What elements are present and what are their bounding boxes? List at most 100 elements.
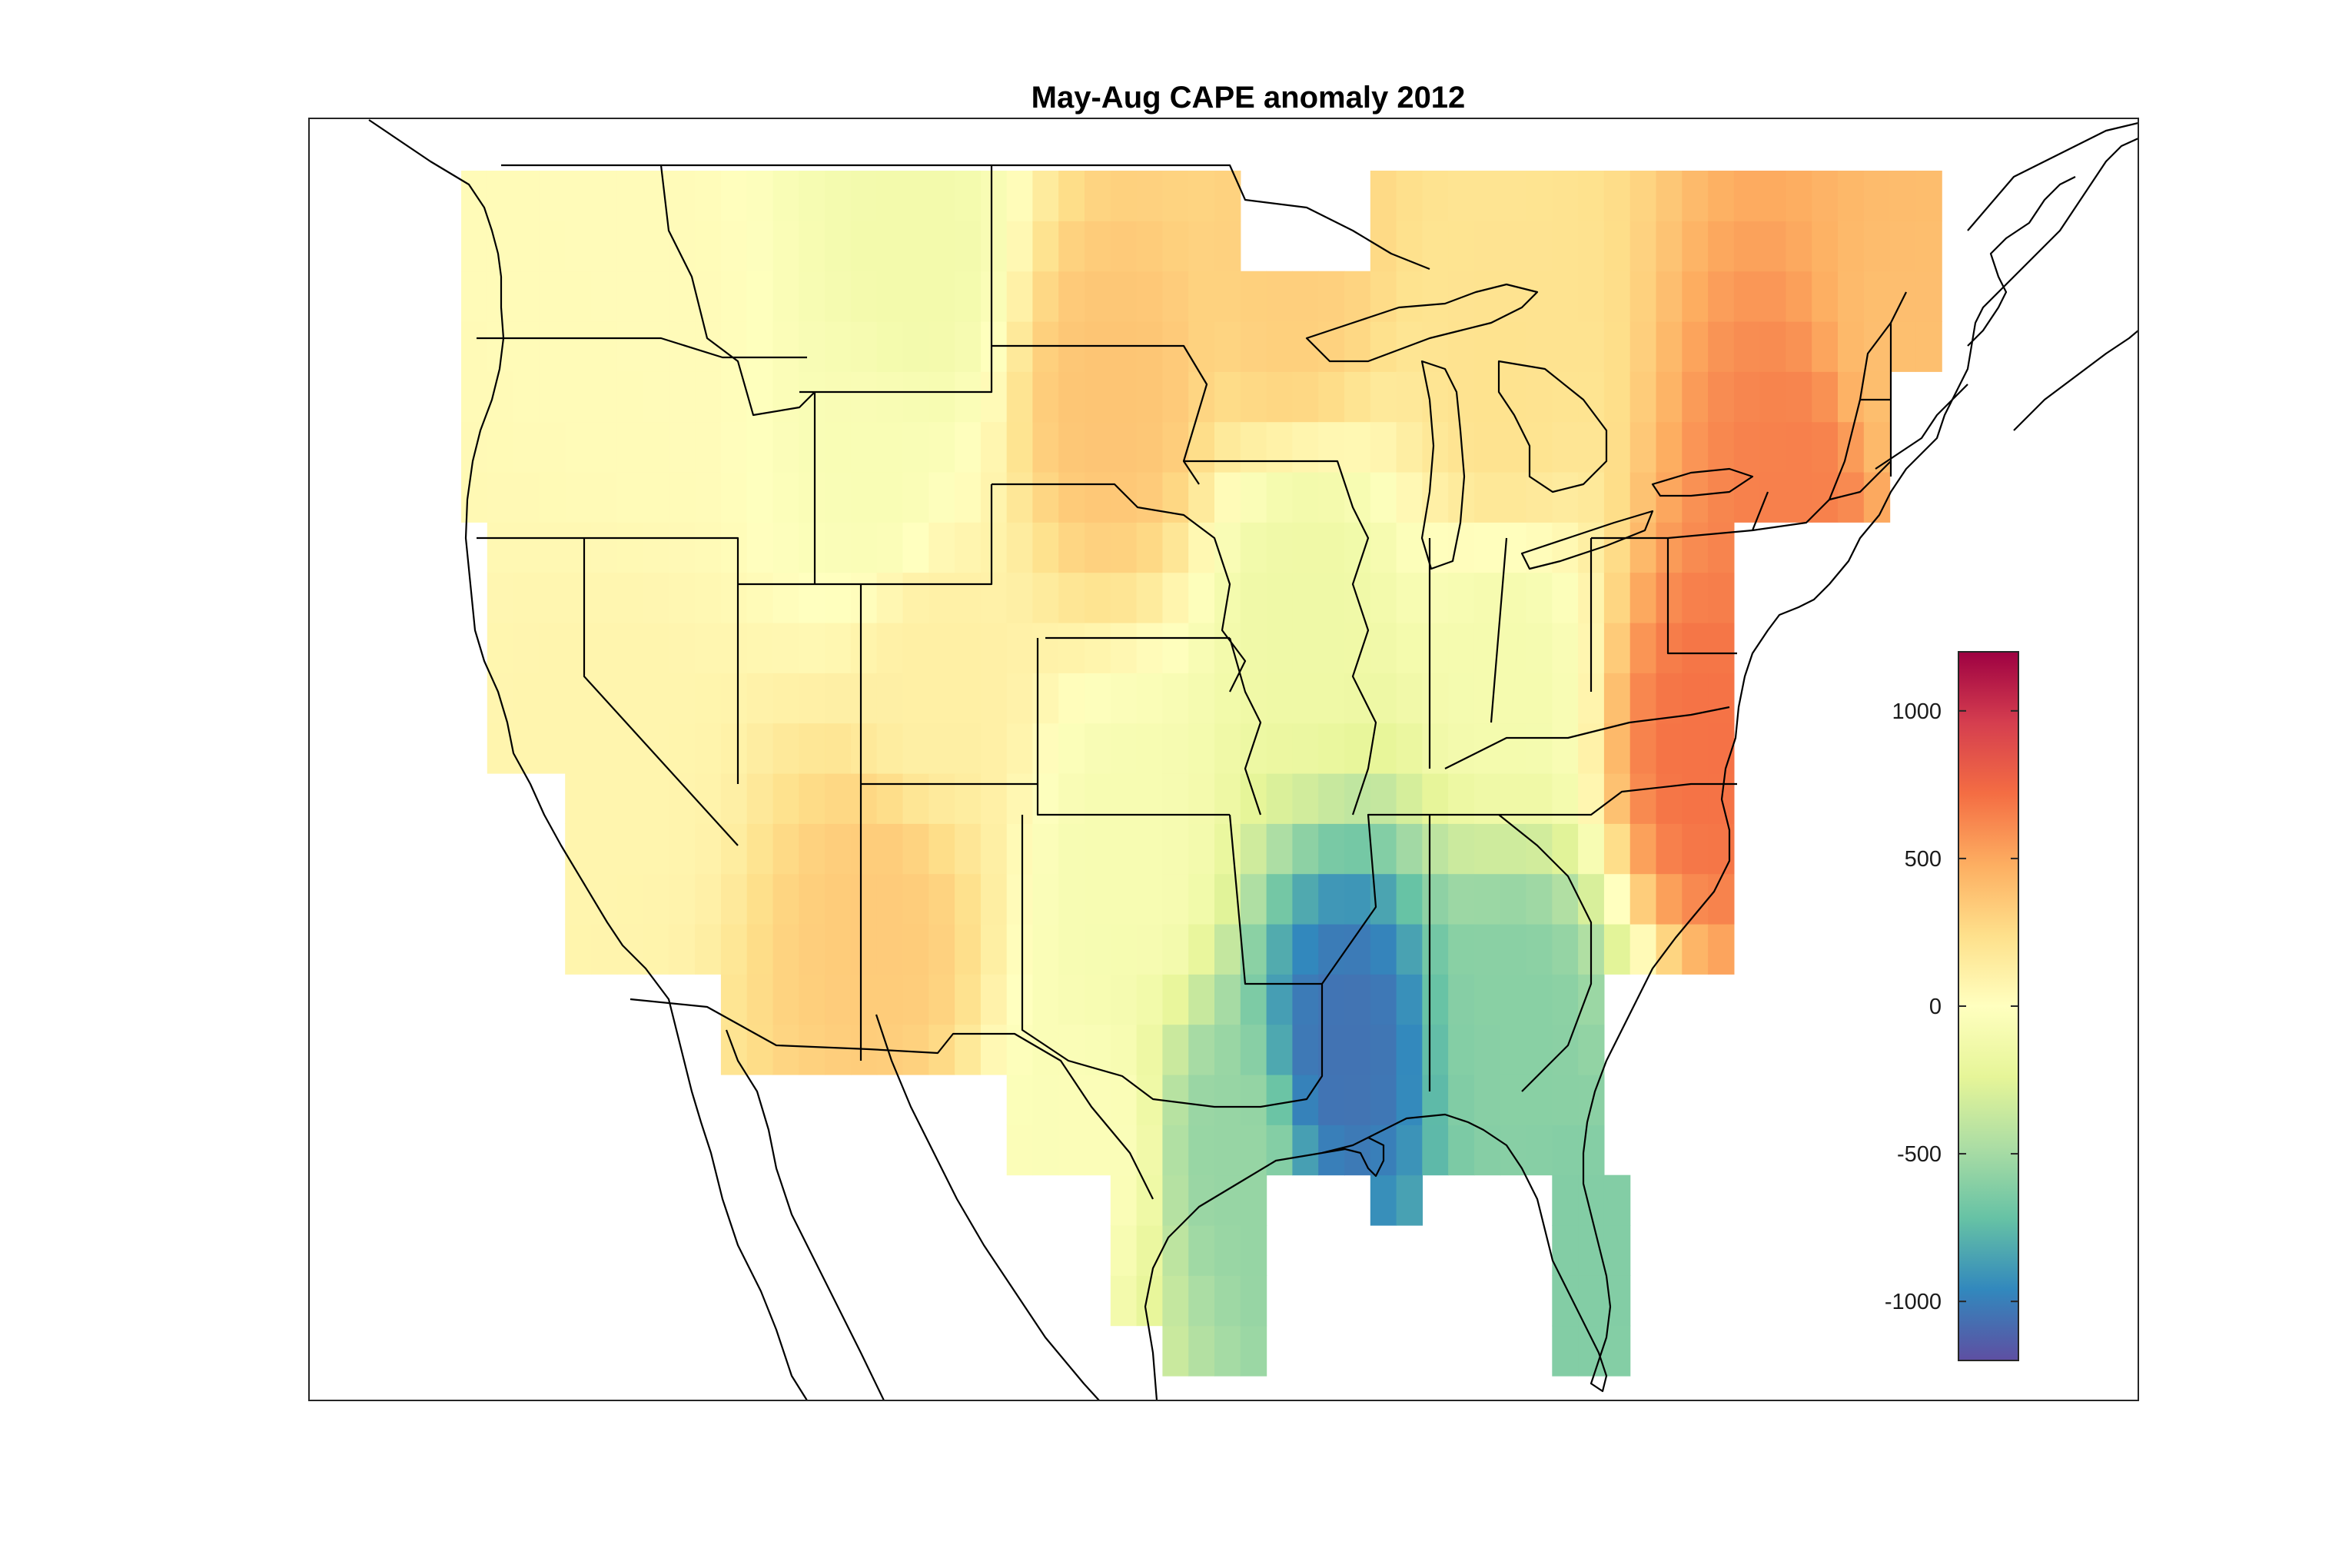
grid-cell: [1266, 873, 1293, 925]
grid-cell: [1110, 1024, 1138, 1075]
grid-cell: [1058, 171, 1085, 221]
grid-cell: [1526, 623, 1553, 673]
grid-cell: [1863, 221, 1891, 272]
grid-cell: [980, 221, 1008, 272]
grid-cell: [1682, 623, 1709, 673]
grid-cell: [1240, 924, 1267, 975]
grid-cell: [876, 321, 904, 372]
grid-cell: [1006, 371, 1034, 423]
grid-cell: [1838, 321, 1865, 372]
grid-cell: [1188, 472, 1215, 523]
grid-cell: [1603, 1225, 1631, 1276]
grid-cell: [1344, 723, 1371, 774]
grid-cell: [539, 171, 566, 221]
grid-cell: [539, 221, 566, 272]
grid-cell: [929, 1024, 955, 1075]
grid-cell: [746, 522, 774, 573]
grid-cell: [565, 673, 592, 724]
grid-cell: [720, 873, 748, 925]
grid-cell: [1110, 572, 1138, 623]
grid-cell: [1552, 171, 1579, 221]
grid-cell: [1370, 623, 1397, 673]
grid-cell: [591, 723, 618, 774]
grid-cell: [695, 773, 722, 824]
grid-cell: [1240, 1125, 1267, 1176]
grid-cell: [1500, 271, 1527, 322]
grid-cell: [695, 723, 722, 774]
grid-cell: [643, 221, 669, 272]
grid-cell: [746, 221, 774, 272]
grid-cell: [1552, 673, 1579, 724]
grid-cell: [902, 1024, 929, 1075]
grid-cell: [1759, 371, 1787, 423]
grid-cell: [980, 723, 1008, 774]
grid-cell: [1214, 321, 1241, 372]
grid-cell: [772, 572, 799, 623]
grid-cell: [539, 472, 566, 523]
grid-cell: [1656, 271, 1683, 322]
grid-cell: [1552, 1075, 1579, 1125]
grid-cell: [1318, 623, 1345, 673]
grid-cell: [1448, 673, 1475, 724]
state-borders: [477, 164, 1907, 1108]
grid-cell: [746, 271, 774, 322]
grid-cell: [1162, 1174, 1189, 1226]
grid-cell: [1344, 1075, 1371, 1125]
grid-cell: [1058, 823, 1085, 875]
grid-cell: [1292, 924, 1319, 975]
grid-cell: [772, 522, 799, 573]
grid-cell: [1085, 773, 1111, 824]
grid-cell: [980, 924, 1008, 975]
mexico-west-coastline: [875, 1014, 1100, 1400]
grid-cell: [1292, 1125, 1319, 1176]
grid-cell: [1110, 1275, 1138, 1327]
grid-cell: [1058, 522, 1085, 573]
grid-cell: [1214, 1125, 1241, 1176]
grid-cell: [1526, 773, 1553, 824]
grid-cell: [1603, 221, 1631, 272]
grid-cell: [850, 221, 878, 272]
grid-cell: [980, 171, 1008, 221]
grid-cell: [1500, 924, 1527, 975]
grid-cell: [799, 421, 826, 473]
grid-cell: [1526, 572, 1553, 623]
grid-cell: [1656, 371, 1683, 423]
grid-cell: [461, 472, 488, 523]
grid-cell: [1110, 623, 1138, 673]
grid-cell: [1422, 321, 1449, 372]
grid-cell: [850, 271, 878, 322]
grid-cell: [1162, 1125, 1189, 1176]
grid-cell: [1370, 171, 1397, 221]
grid-cell: [1396, 1174, 1423, 1226]
grid-cell: [720, 673, 748, 724]
grid-cell: [539, 623, 566, 673]
grid-cell: [643, 472, 669, 523]
grid-cell: [669, 221, 696, 272]
grid-cell: [1188, 321, 1215, 372]
grid-cell: [746, 623, 774, 673]
grid-cell: [1396, 522, 1423, 573]
grid-cell: [1578, 1275, 1605, 1327]
grid-cell: [1214, 522, 1241, 573]
grid-cell: [1006, 823, 1034, 875]
grid-cell: [643, 673, 669, 724]
grid-cell: [799, 171, 826, 221]
grid-cell: [1396, 1024, 1423, 1075]
grid-cell: [1396, 623, 1423, 673]
grid-cell: [1656, 623, 1683, 673]
grid-cell: [643, 171, 669, 221]
grid-cell: [955, 171, 982, 221]
grid-cell: [1188, 873, 1215, 925]
grid-cell: [929, 723, 955, 774]
grid-cell: [1292, 371, 1319, 423]
grid-cell: [825, 221, 852, 272]
grid-cell: [616, 321, 644, 372]
grid-cell: [1214, 823, 1241, 875]
grid-cell: [1889, 271, 1916, 322]
grid-cell: [825, 723, 852, 774]
grid-cell: [1656, 773, 1683, 824]
grid-cell: [1422, 371, 1449, 423]
grid-cell: [1396, 673, 1423, 724]
grid-cell: [1603, 472, 1631, 523]
